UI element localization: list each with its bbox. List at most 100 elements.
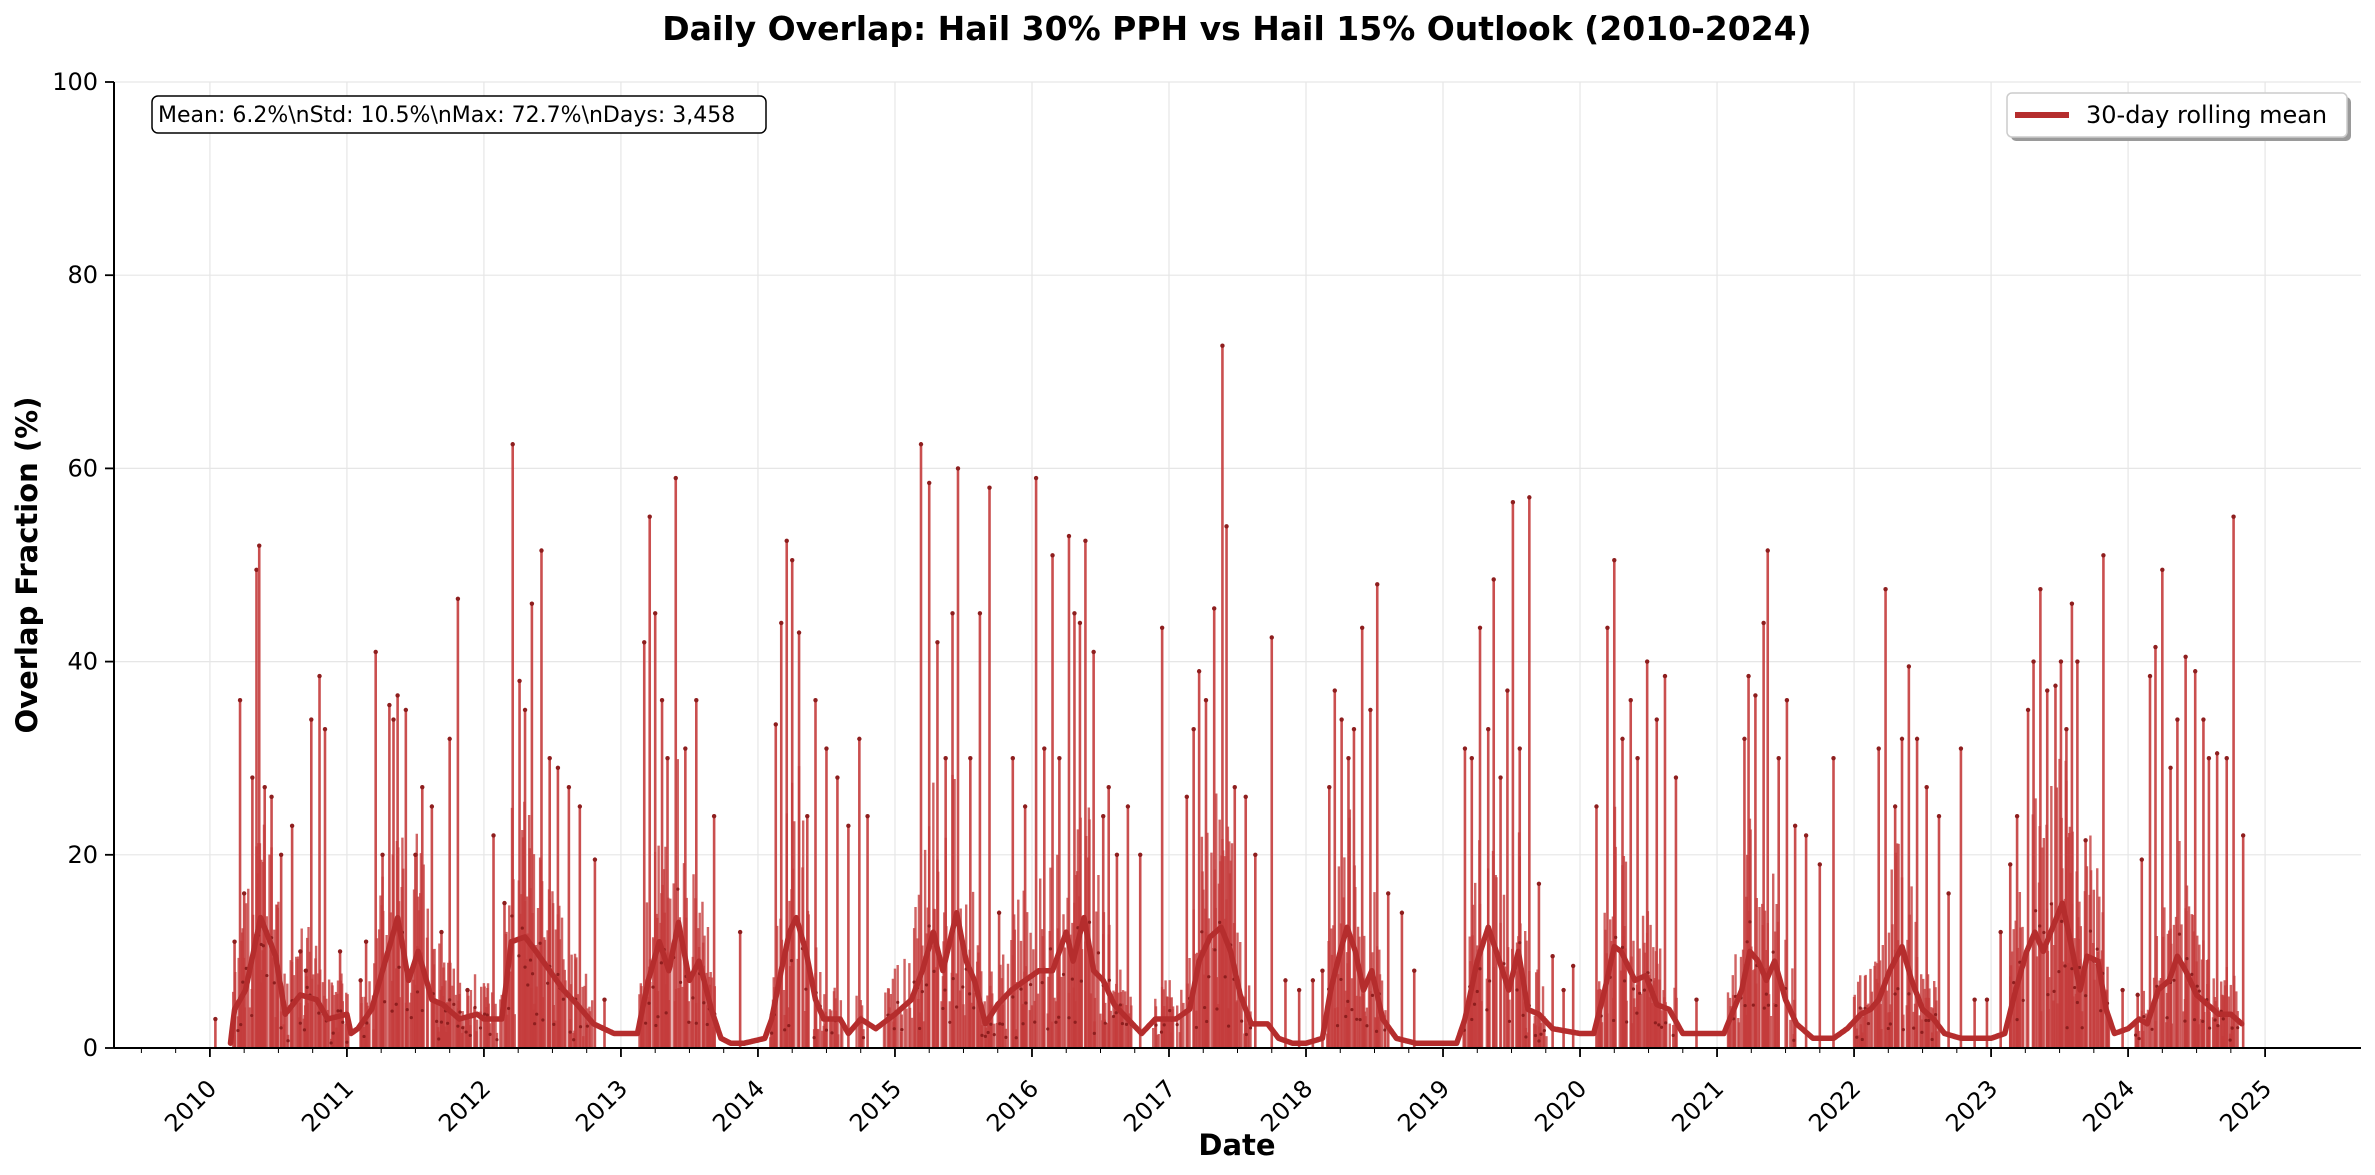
daily-point xyxy=(1907,992,1911,996)
daily-point xyxy=(1107,978,1111,982)
daily-point xyxy=(452,1002,456,1006)
daily-point xyxy=(702,1001,706,1005)
daily-point xyxy=(1653,1021,1657,1025)
daily-peak-marker xyxy=(337,949,343,954)
daily-peak-marker xyxy=(1191,727,1196,732)
daily-peak-marker xyxy=(1114,852,1120,857)
daily-peak-marker xyxy=(1914,736,1920,742)
daily-point xyxy=(1118,1003,1122,1007)
daily-peak-marker xyxy=(673,475,678,481)
daily-peak-marker xyxy=(652,611,658,616)
daily-peak-marker xyxy=(1605,625,1610,630)
daily-point xyxy=(1472,1002,1477,1006)
daily-point xyxy=(2228,1038,2232,1042)
daily-peak-marker xyxy=(2153,644,2158,650)
daily-peak-marker xyxy=(865,813,870,819)
daily-peak-marker xyxy=(1510,500,1516,505)
daily-point xyxy=(2095,947,2099,951)
daily-peak-marker xyxy=(403,707,409,713)
daily-point xyxy=(2052,989,2056,993)
daily-peak-marker xyxy=(2064,727,2069,732)
daily-peak-marker xyxy=(1635,756,1640,761)
daily-point xyxy=(951,976,955,981)
daily-point xyxy=(980,1033,984,1037)
daily-peak-marker xyxy=(1972,997,1977,1002)
daily-point xyxy=(1762,1006,1766,1010)
daily-point xyxy=(2042,930,2046,935)
daily-point xyxy=(998,1022,1002,1026)
daily-point xyxy=(824,1028,829,1032)
daily-point xyxy=(1205,1019,1209,1024)
daily-point xyxy=(1635,1011,1639,1015)
rolling-mean-series xyxy=(227,900,2245,1046)
daily-peak-marker xyxy=(1694,997,1699,1002)
daily-peak-marker xyxy=(358,978,363,983)
daily-point xyxy=(2172,978,2176,982)
daily-peak-marker xyxy=(1412,968,1417,973)
daily-point xyxy=(279,1026,283,1030)
daily-point xyxy=(1620,945,1625,949)
daily-point xyxy=(1766,1003,1771,1007)
daily-peak-marker xyxy=(2038,586,2043,592)
daily-peak-marker xyxy=(429,804,435,809)
daily-point xyxy=(1485,1008,1489,1012)
daily-point xyxy=(1213,948,1217,952)
daily-peak-marker xyxy=(254,567,259,573)
daily-point xyxy=(1470,1017,1474,1022)
y-tick-label: 0 xyxy=(83,1034,98,1062)
daily-point xyxy=(2070,967,2074,971)
daily-point xyxy=(2230,1026,2234,1030)
daily-peak-marker xyxy=(2031,659,2036,664)
daily-point xyxy=(1518,941,1522,945)
daily-peak-marker xyxy=(1101,813,1106,819)
daily-peak-marker xyxy=(1477,625,1483,630)
daily-point xyxy=(2150,1027,2154,1031)
daily-peak-marker xyxy=(1517,746,1522,751)
daily-point xyxy=(305,985,309,990)
daily-point xyxy=(1370,993,1375,997)
daily-point xyxy=(1524,1035,1528,1039)
daily-point xyxy=(1912,1026,1916,1030)
daily-point xyxy=(676,887,680,891)
daily-peak-marker xyxy=(278,852,284,857)
daily-point xyxy=(341,1020,345,1024)
daily-peak-marker xyxy=(1359,625,1365,630)
daily-point xyxy=(1659,1025,1664,1029)
daily-point xyxy=(488,1032,492,1037)
daily-point xyxy=(1096,951,1101,955)
daily-point xyxy=(1029,982,1033,987)
daily-point xyxy=(694,1021,698,1025)
daily-point xyxy=(2197,989,2201,993)
daily-point xyxy=(2236,1026,2240,1030)
y-tick-label: 40 xyxy=(67,648,98,676)
stats-box-frame xyxy=(151,95,767,134)
daily-point xyxy=(561,997,566,1001)
daily-peak-marker xyxy=(262,784,267,790)
daily-point xyxy=(546,981,550,985)
daily-point xyxy=(456,1024,460,1028)
x-tick-label: 2024 xyxy=(2077,1074,2140,1137)
daily-point xyxy=(2177,932,2182,936)
daily-point xyxy=(2099,1009,2103,1013)
daily-peak-marker xyxy=(309,717,314,722)
daily-peak-marker xyxy=(1899,736,1905,742)
daily-point xyxy=(552,1022,556,1026)
daily-peak-marker xyxy=(1628,698,1633,703)
daily-peak-marker xyxy=(1550,954,1555,959)
daily-peak-marker xyxy=(2058,659,2064,664)
daily-point xyxy=(1748,920,1752,924)
daily-point xyxy=(2063,964,2067,968)
daily-point xyxy=(1215,1007,1219,1011)
daily-peak-marker xyxy=(420,784,425,790)
daily-point xyxy=(1350,1008,1354,1012)
daily-point xyxy=(485,1013,489,1017)
daily-point xyxy=(535,1012,539,1016)
daily-peak-marker xyxy=(1351,727,1357,732)
daily-point xyxy=(651,985,655,989)
daily-point xyxy=(397,965,401,969)
daily-point xyxy=(1930,1037,1934,1042)
daily-point xyxy=(538,941,542,945)
daily-peak-marker xyxy=(784,538,789,544)
daily-peak-marker xyxy=(1998,929,2003,935)
